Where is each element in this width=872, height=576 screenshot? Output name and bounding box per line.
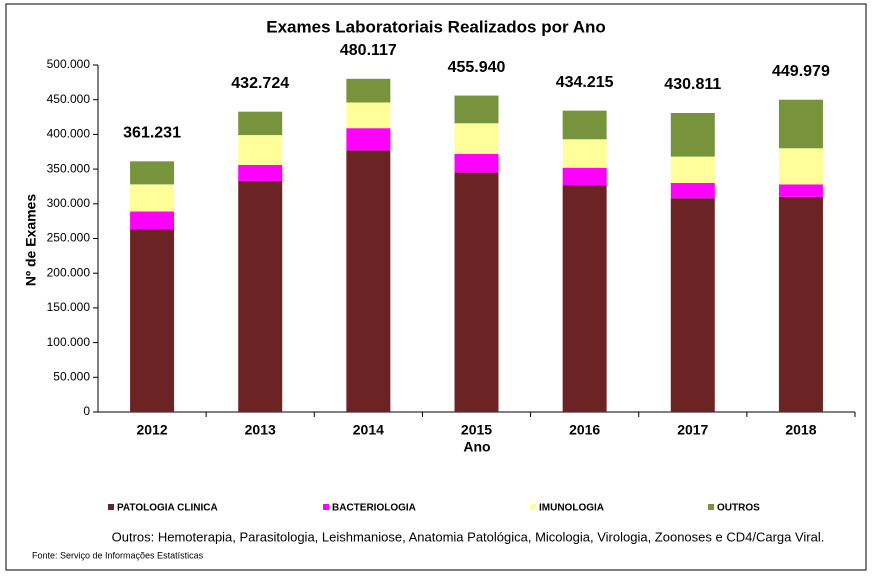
total-label: 455.940 — [448, 59, 506, 76]
bar-segment — [130, 229, 175, 412]
bar-segment — [562, 167, 607, 186]
bar-segment — [238, 180, 283, 412]
bar-segment — [778, 99, 823, 149]
y-tick-label: 450.000 — [47, 92, 91, 106]
bar-segment — [778, 184, 823, 197]
bar-segment — [454, 172, 499, 412]
chart-title: Exames Laboratoriais Realizados por Ano — [266, 17, 605, 36]
y-tick-label: 300.000 — [47, 196, 91, 210]
legend-swatch — [708, 504, 714, 510]
bar-segment — [778, 148, 823, 185]
bar-segment — [562, 139, 607, 168]
bar-segment — [454, 95, 499, 124]
x-axis-label: Ano — [463, 439, 490, 455]
y-tick-label: 350.000 — [47, 161, 91, 175]
bar-segment — [346, 150, 391, 412]
bar-segment — [346, 102, 391, 129]
y-axis-label: Nº de Exames — [23, 194, 39, 286]
bar-segment — [238, 135, 283, 165]
y-tick-label: 100.000 — [47, 335, 91, 349]
x-tick-label: 2016 — [569, 422, 600, 438]
bar-segment — [670, 113, 715, 157]
legend-label: IMUNOLOGIA — [539, 503, 604, 514]
bar-segment — [670, 198, 715, 412]
bar-segment — [346, 128, 391, 151]
x-tick-label: 2013 — [245, 422, 276, 438]
note: Outros: Hemoterapia, Parasitologia, Leis… — [112, 529, 825, 544]
total-label: 480.117 — [340, 42, 397, 59]
bar-segment — [346, 78, 391, 103]
bar-segment — [562, 110, 607, 140]
total-label: 434.215 — [556, 74, 614, 91]
y-tick-label: 400.000 — [47, 127, 91, 141]
legend-label: PATOLOGIA CLINICA — [117, 503, 218, 514]
x-tick-label: 2017 — [677, 422, 708, 438]
bar-segment — [670, 156, 715, 183]
legend-label: OUTROS — [717, 503, 760, 514]
source: Fonte: Serviço de Informações Estatístic… — [32, 550, 204, 560]
y-tick-label: 50.000 — [53, 369, 90, 383]
legend-label: BACTERIOLOGIA — [332, 503, 416, 514]
total-label: 361.231 — [123, 125, 181, 142]
total-label: 430.811 — [664, 76, 721, 93]
bar-segment — [130, 161, 175, 185]
x-tick-label: 2018 — [785, 422, 816, 438]
legend-swatch — [323, 504, 329, 510]
bar-segment — [670, 182, 715, 199]
legend-swatch — [530, 504, 536, 510]
y-tick-label: 0 — [83, 404, 90, 418]
x-tick-label: 2014 — [353, 422, 384, 438]
bar-segment — [562, 185, 607, 412]
bar-segment — [454, 123, 499, 154]
bar-segment — [238, 164, 283, 181]
bar-segment — [454, 153, 499, 173]
bar-segment — [238, 111, 283, 136]
total-label: 432.724 — [231, 75, 289, 92]
x-tick-label: 2012 — [136, 422, 167, 438]
total-label: 449.979 — [772, 63, 830, 80]
bar-segment — [778, 196, 823, 412]
legend-swatch — [108, 504, 114, 510]
y-tick-label: 150.000 — [47, 300, 91, 314]
bar-segment — [130, 211, 175, 230]
y-tick-label: 200.000 — [47, 265, 91, 279]
y-tick-label: 250.000 — [47, 231, 91, 245]
y-tick-label: 500.000 — [47, 57, 91, 71]
x-tick-label: 2015 — [461, 422, 492, 438]
bar-segment — [130, 184, 175, 212]
